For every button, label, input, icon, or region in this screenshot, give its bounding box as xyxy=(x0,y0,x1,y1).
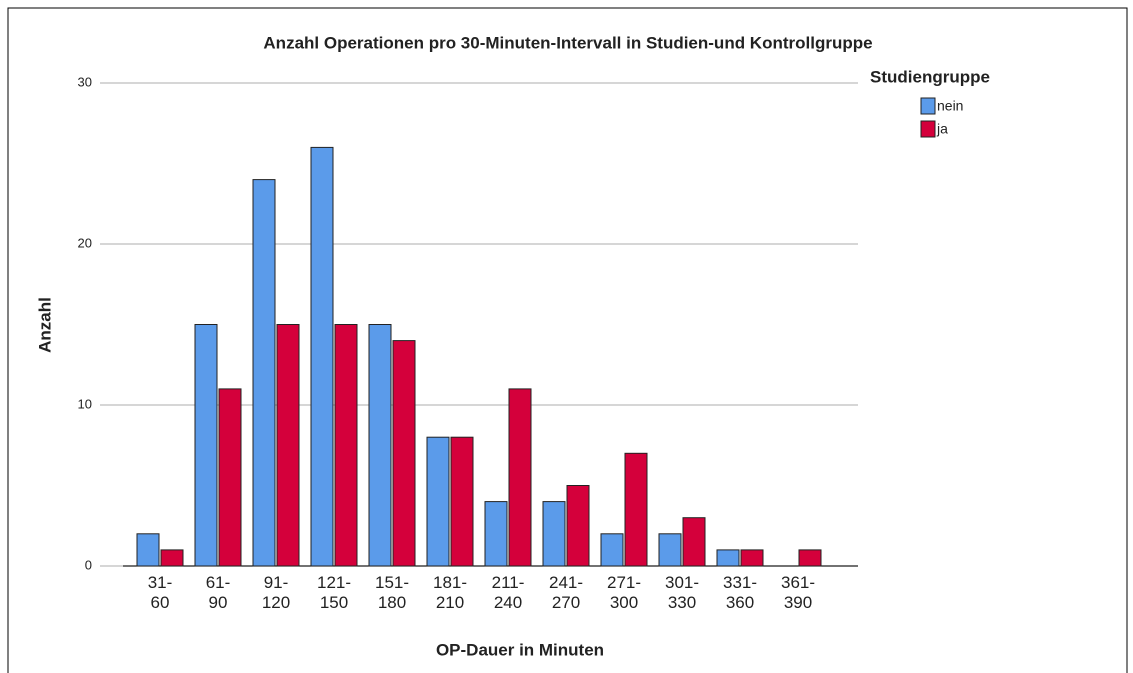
x-tick-label-line: 271- xyxy=(607,573,641,592)
x-tick-label-line: 240 xyxy=(494,593,522,612)
y-tick-label: 30 xyxy=(78,74,92,89)
x-tick-label-line: 150 xyxy=(320,593,348,612)
x-tick-label: 331-360 xyxy=(723,573,757,612)
x-tick-label-line: 331- xyxy=(723,573,757,592)
x-tick-label: 31-60 xyxy=(148,573,173,612)
bar xyxy=(334,324,358,567)
x-tick-label-line: 121- xyxy=(317,573,351,592)
legend-swatch xyxy=(920,120,936,138)
x-tick-label-line: 210 xyxy=(436,593,464,612)
bar xyxy=(542,501,566,567)
x-tick-label-line: 330 xyxy=(668,593,696,612)
x-tick-label: 301-330 xyxy=(665,573,699,612)
x-tick-label-line: 120 xyxy=(262,593,290,612)
x-tick-label-line: 91- xyxy=(264,573,289,592)
legend-swatch xyxy=(920,97,936,115)
frame xyxy=(7,7,1128,673)
bar xyxy=(740,549,764,567)
bar xyxy=(484,501,508,567)
x-tick-label-line: 151- xyxy=(375,573,409,592)
x-tick-label-line: 60 xyxy=(151,593,170,612)
x-tick-label-line: 180 xyxy=(378,593,406,612)
x-tick-label-line: 181- xyxy=(433,573,467,592)
bar xyxy=(682,517,706,567)
x-tick-label-line: 241- xyxy=(549,573,583,592)
x-tick-label: 211-240 xyxy=(492,573,525,612)
x-tick-label: 91-120 xyxy=(262,573,290,612)
bar xyxy=(194,324,218,567)
y-tick-label: 10 xyxy=(78,396,92,411)
bar xyxy=(310,146,334,567)
bar xyxy=(658,533,682,567)
x-tick-label-line: 301- xyxy=(665,573,699,592)
bar xyxy=(716,549,740,567)
x-tick-label: 181-210 xyxy=(433,573,467,612)
bar xyxy=(136,533,160,567)
x-tick-label: 121-150 xyxy=(317,573,351,612)
x-tick-label-line: 211- xyxy=(492,573,525,592)
legend-label: nein xyxy=(937,98,963,114)
x-tick-label: 61-90 xyxy=(206,573,231,612)
x-tick-label-line: 300 xyxy=(610,593,638,612)
x-tick-label-line: 31- xyxy=(148,573,173,592)
y-tick-label: 0 xyxy=(85,557,92,572)
x-tick-label-line: 360 xyxy=(726,593,754,612)
bar xyxy=(450,436,474,567)
x-tick-label: 361-390 xyxy=(781,573,815,612)
bar xyxy=(566,485,590,567)
bar xyxy=(624,452,648,567)
x-tick-label-line: 390 xyxy=(784,593,812,612)
y-tick-label: 20 xyxy=(78,235,92,250)
x-tick-label-line: 90 xyxy=(209,593,228,612)
chart-title: Anzahl Operationen pro 30-Minuten-Interv… xyxy=(263,33,872,52)
x-tick-label-line: 270 xyxy=(552,593,580,612)
legend-title: Studiengruppe xyxy=(870,67,990,86)
x-tick-label: 151-180 xyxy=(375,573,409,612)
x-tick-label: 271-300 xyxy=(607,573,641,612)
bar xyxy=(508,388,532,567)
x-tick-label-line: 361- xyxy=(781,573,815,592)
y-axis-label: Anzahl xyxy=(35,297,54,353)
bar xyxy=(392,340,416,567)
bar xyxy=(218,388,242,567)
bar xyxy=(252,179,276,567)
x-axis-label: OP-Dauer in Minuten xyxy=(436,640,604,659)
bar xyxy=(426,436,450,567)
legend-label: ja xyxy=(936,121,948,137)
x-tick-label: 241-270 xyxy=(549,573,583,612)
bar xyxy=(276,324,300,567)
x-tick-label-line: 61- xyxy=(206,573,231,592)
bar xyxy=(798,549,822,567)
bar xyxy=(160,549,184,567)
bar xyxy=(368,324,392,567)
bar xyxy=(600,533,624,567)
